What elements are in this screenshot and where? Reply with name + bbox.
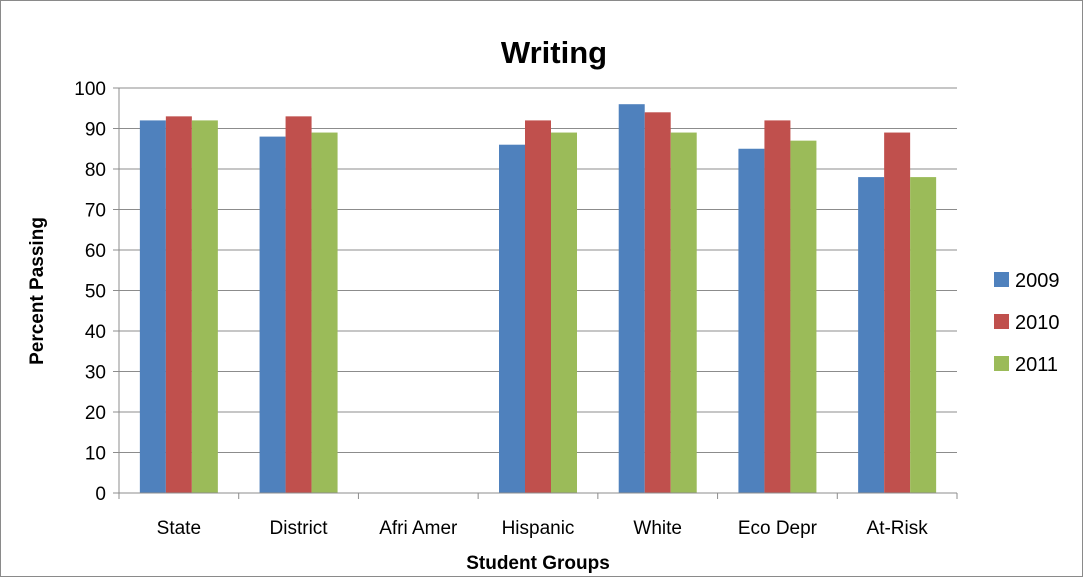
x-tick-label: Hispanic <box>502 518 575 539</box>
chart-title: Writing <box>501 35 607 70</box>
bar-2011-eco-depr <box>790 140 817 493</box>
bar-2009-state <box>139 120 166 494</box>
legend-label-2009: 2009 <box>1015 270 1060 292</box>
y-tick-label: 50 <box>85 282 106 303</box>
y-tick-label: 60 <box>85 241 106 262</box>
y-tick-label: 40 <box>85 322 106 343</box>
x-tick-label: White <box>633 518 682 539</box>
bar-2010-at-risk <box>884 132 911 494</box>
y-tick-labels: 0 10 20 30 40 50 60 70 80 90 100 <box>74 79 106 505</box>
legend-swatch-2010 <box>994 314 1009 329</box>
bar-2011-state <box>191 120 218 494</box>
y-tick-label: 10 <box>85 444 106 465</box>
x-tick-label: State <box>157 518 201 539</box>
x-axis-title: Student Groups <box>466 553 610 574</box>
bar-2011-district <box>311 132 338 494</box>
y-tick-label: 0 <box>95 484 106 505</box>
y-axis-title: Percent Passing <box>27 217 48 365</box>
y-tick-label: 30 <box>85 363 106 384</box>
y-tick-label: 90 <box>85 120 106 141</box>
x-tick-label: Eco Depr <box>738 518 818 539</box>
bars <box>139 104 937 494</box>
bar-2010-white <box>644 112 671 494</box>
bar-2010-district <box>285 116 312 493</box>
bar-2009-at-risk <box>858 177 885 493</box>
axes <box>118 88 958 499</box>
x-tick-label: At-Risk <box>867 518 929 539</box>
legend-swatch-2009 <box>994 272 1009 287</box>
bar-2011-at-risk <box>910 177 937 493</box>
bar-2010-eco-depr <box>764 120 791 494</box>
x-tick-labels: State District Afri Amer Hispanic White Eco D… <box>157 518 929 539</box>
bar-2009-white <box>618 104 645 493</box>
bar-2009-district <box>259 136 286 493</box>
y-tick-label: 70 <box>85 201 106 222</box>
legend-label-2010: 2010 <box>1015 312 1060 334</box>
y-tick-label: 80 <box>85 160 106 181</box>
y-tick-label: 20 <box>85 403 106 424</box>
bar-2009-hispanic <box>499 144 525 493</box>
x-tick-label: Afri Amer <box>379 518 458 539</box>
legend-label-2011: 2011 <box>1015 354 1058 376</box>
bar-2009-eco-depr <box>738 148 765 493</box>
y-tick-label: 100 <box>74 79 106 100</box>
x-tick-label: District <box>270 518 329 539</box>
legend: 2009 2010 2011 <box>994 270 1060 376</box>
bar-2010-hispanic <box>525 120 551 494</box>
bar-2011-white <box>670 132 697 494</box>
bar-2010-state <box>165 116 192 493</box>
legend-swatch-2011 <box>994 356 1009 371</box>
bar-2011-hispanic <box>551 132 577 494</box>
